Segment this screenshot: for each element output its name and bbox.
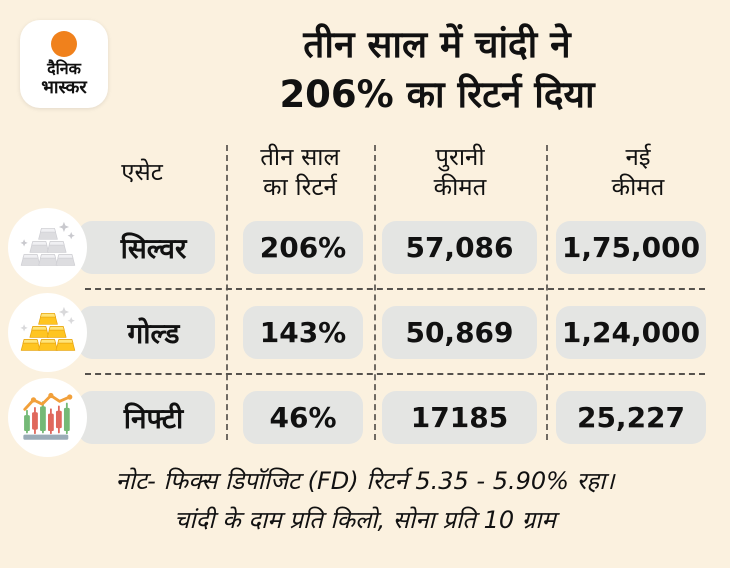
footnote: नोट- फिक्स डिपॉजिट (FD) रिटर्न 5.35 - 5.…	[0, 462, 730, 540]
row-divider	[85, 288, 705, 290]
new-price-value: 25,227	[556, 391, 706, 444]
column-divider	[226, 145, 228, 440]
column-header-return: तीन साल का रिटर्न	[260, 143, 340, 201]
old-price-value: 17185	[382, 391, 537, 444]
new-price-value: 1,24,000	[556, 306, 706, 359]
footnote-line2: चांदी के दाम प्रति किलो, सोना प्रति 10 ग…	[174, 506, 556, 534]
column-divider	[374, 145, 376, 440]
logo-text-line2: भास्कर	[41, 77, 87, 98]
old-price-value: 50,869	[382, 306, 537, 359]
return-value: 206%	[243, 221, 363, 274]
candlestick-chart-icon	[8, 378, 87, 457]
return-value: 46%	[243, 391, 363, 444]
asset-label: सिल्वर	[78, 221, 215, 274]
silver-bars-icon	[8, 208, 87, 287]
title-line2: 206% का रिटर्न दिया	[279, 73, 595, 116]
page-title: तीन साल में चांदी ने 206% का रिटर्न दिया	[150, 20, 724, 120]
table-row-silver: सिल्वर	[0, 205, 730, 290]
gold-bars-icon	[8, 293, 87, 372]
old-price-value: 57,086	[382, 221, 537, 274]
dainik-bhaskar-logo: दैनिक भास्कर	[20, 20, 108, 108]
sun-dot-icon	[51, 31, 77, 57]
column-header-old-price: पुरानी कीमत	[433, 143, 487, 201]
table-row-nifty: निफ्टी	[0, 375, 730, 460]
row-divider	[85, 373, 705, 375]
column-header-new-price: नई कीमत	[611, 143, 665, 201]
column-header-asset: एसेट	[121, 158, 163, 186]
title-line1: तीन साल में चांदी ने	[303, 23, 571, 66]
asset-label: निफ्टी	[78, 391, 215, 444]
asset-label: गोल्ड	[78, 306, 215, 359]
new-price-value: 1,75,000	[556, 221, 706, 274]
column-divider	[546, 145, 548, 440]
footnote-line1: नोट- फिक्स डिपॉजिट (FD) रिटर्न 5.35 - 5.…	[115, 467, 615, 495]
table-row-gold: गोल्ड	[0, 290, 730, 375]
return-value: 143%	[243, 306, 363, 359]
logo-text-line1: दैनिक	[47, 59, 81, 78]
